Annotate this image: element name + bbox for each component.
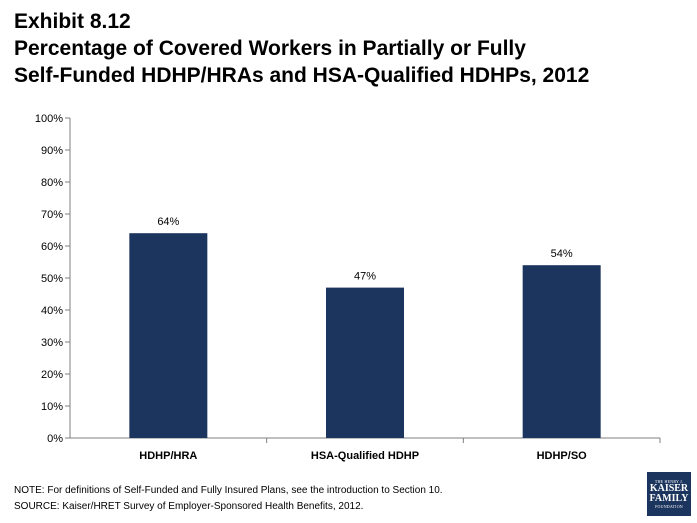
title-line-3: Self-Funded HDHP/HRAs and HSA-Qualified … xyxy=(14,64,590,87)
kff-logo: THE HENRY J. KAISER FAMILY FOUNDATION xyxy=(647,472,691,516)
y-tick-label: 70% xyxy=(41,209,63,221)
y-tick-label: 30% xyxy=(41,337,63,349)
chart-title: Exhibit 8.12 Percentage of Covered Worke… xyxy=(14,8,684,89)
y-tick-label: 60% xyxy=(41,241,63,253)
y-tick-label: 50% xyxy=(41,273,63,285)
y-tick-label: 0% xyxy=(47,433,63,445)
data-label: 47% xyxy=(354,271,376,283)
bar xyxy=(522,265,601,438)
title-line-1: Exhibit 8.12 xyxy=(14,10,131,33)
bar-chart: 0% 10% 20% 30% 40% 50% 60% 70% 80% 90% 100% 64% HDHP… xyxy=(35,113,661,462)
bar xyxy=(129,233,208,438)
y-tick-label: 80% xyxy=(41,177,63,189)
footnotes: NOTE: For definitions of Self-Funded and… xyxy=(14,483,443,515)
y-tick-label: 40% xyxy=(41,305,63,317)
y-tick-label: 10% xyxy=(41,401,63,413)
logo-line-4: FOUNDATION xyxy=(655,504,683,509)
source-text: SOURCE: Kaiser/HRET Survey of Employer-S… xyxy=(14,501,364,512)
logo-line-1: THE HENRY J. xyxy=(654,479,684,484)
logo-line-3: FAMILY xyxy=(649,493,689,504)
y-tick-label: 20% xyxy=(41,369,63,381)
category-label: HSA-Qualified HDHP xyxy=(311,450,419,462)
data-label: 64% xyxy=(157,216,179,228)
logo-line-2: KAISER xyxy=(649,483,689,494)
bar xyxy=(326,287,404,438)
data-label: 54% xyxy=(551,248,573,260)
note-text: NOTE: For definitions of Self-Funded and… xyxy=(14,485,443,496)
category-label: HDHP/HRA xyxy=(139,450,197,462)
y-tick-label: 100% xyxy=(35,113,63,125)
title-line-2: Percentage of Covered Workers in Partial… xyxy=(14,37,526,60)
category-label: HDHP/SO xyxy=(537,450,588,462)
y-tick-label: 90% xyxy=(41,145,63,157)
